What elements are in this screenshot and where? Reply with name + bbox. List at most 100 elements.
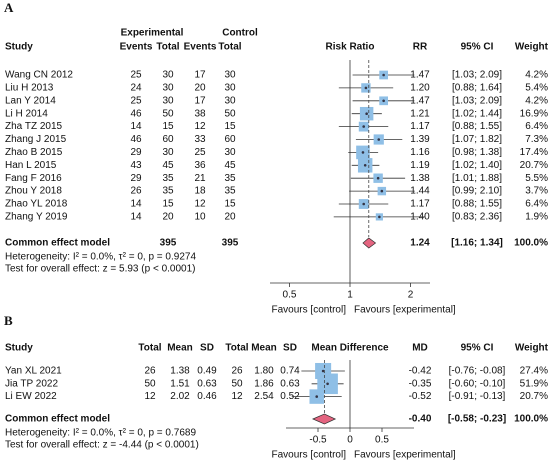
cell: 1.47	[410, 70, 430, 81]
cell: 1.17	[410, 199, 430, 210]
column-header: Study	[5, 42, 33, 53]
study-name: Zhang J 2015	[5, 134, 67, 145]
x-tick-label: 0	[347, 435, 353, 446]
cell: 0.49	[197, 366, 217, 377]
cell: 45	[224, 160, 236, 171]
x-tick-label: -0.5	[309, 435, 327, 446]
pooled-cell: -0.40	[409, 414, 432, 425]
cell: 2.02	[170, 391, 190, 402]
overall-test: Test for overall effect: z = -4.44 (p < …	[5, 440, 199, 451]
cell: 4.2%	[525, 95, 548, 106]
cell: [1.01; 1.88]	[452, 173, 502, 184]
cell: 30	[162, 83, 174, 94]
cell: 12	[194, 199, 206, 210]
column-header: Control	[222, 28, 258, 39]
cell: 1.39	[410, 134, 430, 145]
cell: [0.98; 1.38]	[452, 147, 502, 158]
cell: 33	[194, 134, 206, 145]
column-header: Events	[120, 42, 153, 53]
cell: 45	[162, 160, 174, 171]
panel-label: A	[4, 0, 14, 15]
estimate-point	[321, 369, 325, 373]
cell: 1.38	[170, 366, 190, 377]
study-name: Liu H 2013	[5, 83, 54, 94]
pooled-diamond	[312, 413, 337, 425]
cell: 0.46	[197, 391, 217, 402]
cell: 30	[162, 70, 174, 81]
cell: 1.47	[410, 95, 430, 106]
cell: 1.38	[410, 173, 430, 184]
cell: 29	[130, 173, 142, 184]
estimate-point	[362, 202, 366, 206]
cell: 1.51	[170, 378, 190, 389]
estimate-point	[365, 112, 368, 115]
column-header: Experimental	[121, 28, 184, 39]
study-name: Lan Y 2014	[5, 95, 56, 106]
cell: 15	[162, 121, 174, 132]
cell: 36	[194, 160, 206, 171]
cell: [0.88; 1.64]	[452, 83, 502, 94]
study-name: Jia TP 2022	[5, 378, 58, 389]
cell: 1.20	[410, 83, 430, 94]
x-tick-label: 0.5	[375, 435, 389, 446]
study-name: Zha TZ 2015	[5, 121, 63, 132]
cell: 17.4%	[520, 147, 548, 158]
pooled-cell: [1.16; 1.34]	[451, 238, 503, 249]
cell: 51.9%	[520, 378, 548, 389]
cell: 35	[162, 173, 174, 184]
column-header: Mean Difference	[311, 343, 389, 354]
cell: 14	[130, 121, 142, 132]
cell: 25	[194, 147, 206, 158]
cell: [1.07; 1.82]	[452, 134, 502, 145]
cell: 1.9%	[525, 212, 548, 223]
column-header: Mean	[167, 343, 193, 354]
estimate-point	[364, 86, 368, 90]
cell: 17	[194, 95, 206, 106]
cell: -0.35	[409, 378, 432, 389]
cell: 6.4%	[525, 199, 548, 210]
pooled-cell: 100.0%	[514, 238, 548, 249]
cell: 21	[194, 173, 206, 184]
cell: 20.7%	[520, 391, 548, 402]
cell: [0.88; 1.55]	[452, 199, 502, 210]
cell: 46	[130, 108, 142, 119]
column-header: SD	[200, 343, 214, 354]
cell: 1.19	[410, 160, 430, 171]
cell: 20	[194, 83, 206, 94]
cell: [1.03; 2.09]	[452, 95, 502, 106]
study-name: Li EW 2022	[5, 391, 57, 402]
cell: [0.83; 2.36]	[452, 212, 502, 223]
column-header: MD	[412, 343, 428, 354]
pooled-cell: 395	[222, 238, 239, 249]
column-header: SD	[283, 343, 297, 354]
pooled-name: Common effect model	[5, 238, 110, 249]
cell: 27.4%	[520, 366, 548, 377]
column-header: Events	[184, 42, 217, 53]
cell: 60	[224, 134, 236, 145]
cell: 12	[144, 391, 156, 402]
cell: 2.54	[254, 391, 274, 402]
cell: 30	[162, 95, 174, 106]
pooled-diamond	[362, 237, 377, 249]
cell: 0.63	[197, 378, 217, 389]
cell: 50	[224, 108, 236, 119]
cell: 50	[162, 108, 174, 119]
estimate-point	[326, 382, 329, 386]
cell: 1.16	[410, 147, 430, 158]
cell: 1.86	[254, 378, 274, 389]
study-name: Zhang Y 2019	[5, 212, 68, 223]
favours-right: Favours [experimental]	[354, 305, 456, 316]
cell: 12	[194, 121, 206, 132]
panel-label: B	[4, 313, 13, 328]
cell: 20	[224, 212, 236, 223]
estimate-point	[361, 151, 365, 154]
cell: 3.7%	[525, 186, 548, 197]
favours-left: Favours [control]	[272, 450, 347, 461]
column-header: 95% CI	[461, 343, 494, 354]
cell: 15	[224, 121, 236, 132]
pooled-cell: 100.0%	[514, 414, 548, 425]
x-tick-label: 2	[408, 290, 414, 301]
heterogeneity: Heterogeneity: I² = 0.0%, τ² = 0, p = 0.…	[5, 428, 196, 439]
cell: 14	[130, 212, 142, 223]
cell: 26	[144, 366, 156, 377]
